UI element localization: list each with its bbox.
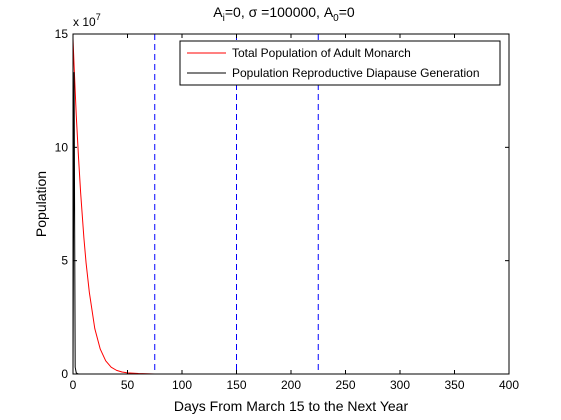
y-tick-label-10: 10: [55, 140, 69, 154]
y-axis-label: Population: [33, 171, 49, 237]
x-tick-label-350: 350: [444, 378, 464, 392]
title-a-val: =0,: [225, 4, 249, 20]
x-tick-label-150: 150: [226, 378, 246, 392]
x-tick-label-250: 250: [335, 378, 355, 392]
title-a0: A: [324, 4, 334, 20]
x-tick-label-200: 200: [281, 378, 301, 392]
title-a0-val: =0: [339, 4, 355, 20]
series-line-0: [72, 38, 155, 375]
plot-area: [73, 34, 509, 374]
chart-title: Ai=0, σ =100000, A0=0: [213, 4, 355, 24]
legend-label-diapause-generation: Population Reproductive Diapause Generat…: [232, 66, 480, 80]
title-a: A: [213, 4, 223, 20]
x-tick-label-0: 0: [70, 378, 77, 392]
x-tick-label-300: 300: [390, 378, 410, 392]
title-a0-sub: 0: [333, 13, 339, 24]
y-tick-label-5: 5: [61, 254, 68, 268]
y-multiplier-base: x 10: [73, 15, 96, 29]
title-a-sub: i: [223, 13, 225, 24]
x-axis-label: Days From March 15 to the Next Year: [174, 398, 409, 414]
legend: Total Population of Adult Monarch Popula…: [179, 40, 501, 86]
y-tick-label-0: 0: [61, 367, 68, 381]
y-tick-label-15: 15: [55, 27, 69, 41]
y-multiplier-exp: 7: [96, 12, 101, 22]
legend-box: [179, 40, 501, 86]
x-tick-label-100: 100: [172, 378, 192, 392]
x-tick-label-400: 400: [499, 378, 519, 392]
title-sigma: σ: [249, 4, 258, 20]
title-sigma-val: =100000,: [257, 4, 324, 20]
vertical-lines: [154, 34, 319, 374]
x-tick-label-50: 50: [121, 378, 135, 392]
ticks-layer: 0 50 100 150 200 250 300 350 400 0 5 10 15: [55, 27, 520, 392]
y-multiplier: x 107: [73, 12, 101, 29]
legend-label-total-population: Total Population of Adult Monarch: [232, 46, 411, 60]
